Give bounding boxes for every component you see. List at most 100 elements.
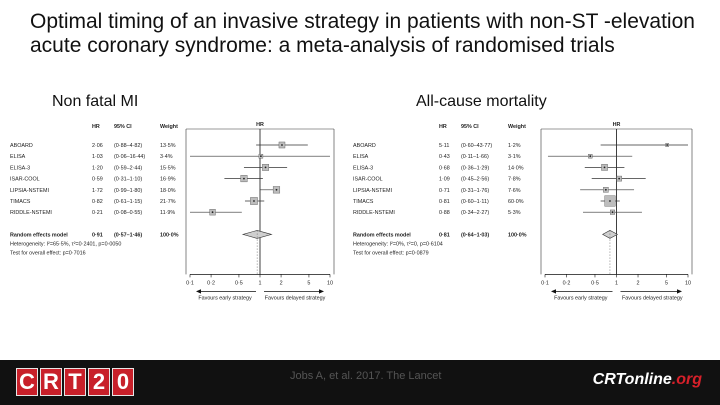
overall-effect-text: Test for overall effect: p=0·0879	[353, 250, 429, 256]
axis-tick-label: 0·1	[186, 280, 194, 286]
point-estimate	[603, 166, 606, 169]
study-name: ISAR-COOL	[10, 177, 40, 183]
study-hr: 1·72	[92, 188, 103, 194]
study-ci: (0·59–2·44)	[114, 165, 142, 171]
axis-tick-label: 0·2	[207, 280, 215, 286]
study-name: TIMACS	[353, 199, 374, 205]
study-hr: 0·81	[439, 199, 450, 205]
point-estimate	[253, 200, 255, 202]
point-estimate	[264, 166, 267, 169]
study-hr: 0·59	[92, 177, 103, 183]
study-ci: (0·60–1·11)	[461, 199, 489, 205]
pooled-weight: 100·0%	[508, 232, 527, 238]
favours-delayed-arrow-head	[677, 289, 682, 294]
study-hr: 0·43	[439, 154, 450, 160]
study-ci: (0·88–4·82)	[114, 143, 142, 149]
pooled-hr: 0·91	[92, 232, 103, 238]
study-weight: 18·0%	[160, 188, 176, 194]
study-ci: (0·06–16·44)	[114, 154, 145, 160]
forest-plot-nonfatal-mi: HR 95% CI Weight HR ABOARD 2·06 (0·88–4·82) 13·…	[10, 112, 340, 317]
study-hr: 1·09	[439, 177, 450, 183]
study-name: ELISA	[10, 154, 26, 160]
study-weight: 1·2%	[508, 143, 521, 149]
axis-tick-label: 2	[280, 280, 283, 286]
crtonline-logo: CRTonline.org	[593, 371, 702, 389]
point-estimate	[243, 177, 245, 180]
point-estimate	[259, 155, 262, 158]
study-hr: 0·68	[439, 165, 450, 171]
study-hr: 2·06	[92, 143, 103, 149]
pooled-label: Random effects model	[10, 232, 68, 238]
axis-tick-label: 2	[637, 280, 640, 286]
study-hr: 1·20	[92, 165, 103, 171]
study-ci: (0·08–0·55)	[114, 210, 142, 216]
favours-early-arrow-head	[551, 289, 556, 294]
heterogeneity-text: Heterogeneity: I²=0%, τ²=0, p=0·6104	[353, 241, 443, 247]
study-weight: 3·4%	[160, 154, 173, 160]
study-weight: 16·9%	[160, 177, 176, 183]
study-ci: (0·31–1·76)	[461, 188, 489, 194]
pooled-ci: (0·57–1·46)	[114, 232, 142, 238]
study-hr: 0·88	[439, 210, 450, 216]
study-weight: 7·6%	[508, 188, 521, 194]
axis-tick-label: 5	[665, 280, 668, 286]
study-weight: 15·5%	[160, 165, 176, 171]
study-weight: 13·5%	[160, 143, 176, 149]
col-header-weight: Weight	[160, 124, 178, 130]
logo-letter: 2	[88, 368, 110, 396]
study-hr: 1·03	[92, 154, 103, 160]
favours-early-arrow-head	[196, 289, 201, 294]
favours-delayed-arrow-head	[319, 289, 324, 294]
study-name: ABOARD	[353, 143, 376, 149]
study-name: ELISA	[353, 154, 369, 160]
study-name: TIMACS	[10, 199, 31, 205]
point-estimate	[275, 188, 278, 191]
study-ci: (0·34–2·27)	[461, 210, 489, 216]
axis-tick-label: 0·2	[563, 280, 571, 286]
citation: Jobs A, et al. 2017. The Lancet	[290, 370, 442, 382]
axis-header-hr: HR	[256, 122, 264, 128]
logo-letter: 0	[112, 368, 134, 396]
axis-tick-label: 1	[615, 280, 618, 286]
study-hr: 0·21	[92, 210, 103, 216]
point-estimate	[609, 200, 611, 202]
axis-tick-label: 5	[307, 280, 310, 286]
panel-heading-nonfatal-mi: Non fatal MI	[52, 93, 139, 110]
study-ci: (0·31–1·10)	[114, 177, 142, 183]
right_panel-svg: HR 95% CI Weight HR ABOARD 5·11 (0·60–43·77) 1·…	[353, 122, 693, 301]
study-ci: (0·61–1·15)	[114, 199, 142, 205]
study-name: RIDDLE-NSTEMI	[10, 210, 52, 216]
col-header-hr: HR	[92, 124, 100, 130]
axis-tick-label: 10	[685, 280, 691, 286]
favours-delayed-label: Favours delayed strategy	[265, 295, 326, 301]
logo-letter: C	[16, 368, 38, 396]
col-header-ci: 95% CI	[114, 124, 132, 130]
study-name: ELISA-3	[353, 165, 373, 171]
favours-early-label: Favours early strategy	[554, 295, 608, 301]
study-name: LIPSIA-NSTEMI	[353, 188, 392, 194]
col-header-ci: 95% CI	[461, 124, 479, 130]
study-weight: 11·9%	[160, 210, 175, 216]
point-estimate	[618, 177, 621, 180]
study-hr: 0·82	[92, 199, 103, 205]
logo-letter: T	[64, 368, 86, 396]
study-weight: 21·7%	[160, 199, 176, 205]
point-estimate	[604, 188, 607, 191]
col-header-weight: Weight	[508, 124, 526, 130]
point-estimate	[666, 144, 669, 146]
study-name: ELISA-3	[10, 165, 30, 171]
site-extension: .org	[671, 371, 702, 388]
forest-plot-all-cause-mortality: HR 95% CI Weight HR ABOARD 5·11 (0·60–43·77) 1·…	[353, 112, 703, 317]
axis-tick-label: 0·5	[591, 280, 599, 286]
slide-title: Optimal timing of an invasive strategy i…	[30, 10, 695, 57]
study-weight: 3·1%	[508, 154, 521, 160]
study-name: RIDDLE-NSTEMI	[353, 210, 395, 216]
pooled-label: Random effects model	[353, 232, 411, 238]
study-weight: 14·0%	[508, 165, 524, 171]
logo-letter: R	[40, 368, 62, 396]
pooled-hr: 0·81	[439, 232, 450, 238]
study-weight: 7·8%	[508, 177, 521, 183]
